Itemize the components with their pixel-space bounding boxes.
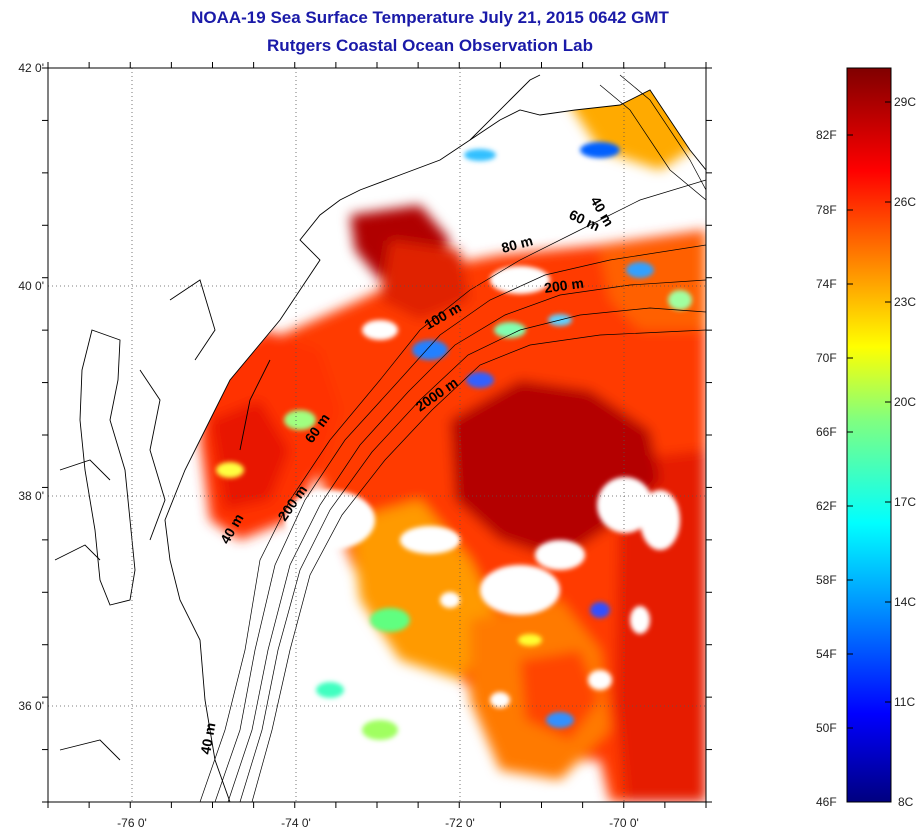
colorbar-c-label: 17C (894, 495, 917, 509)
colorbar-f-label: 66F (816, 425, 837, 439)
isobath-label: 80 m (500, 232, 535, 256)
colorbar-f-label: 46F (816, 795, 837, 809)
colorbar-c-label: 20C (894, 395, 917, 409)
graticule (48, 68, 706, 802)
colorbar-c-label: 14C (894, 595, 917, 609)
lat-label: 36 0' (18, 699, 44, 713)
colorbar-f-label: 62F (816, 499, 837, 513)
colorbar-c-label: 8C (898, 795, 914, 809)
colorbar-f-label: 70F (816, 351, 837, 365)
lat-label: 40 0' (18, 279, 44, 293)
colorbar-c-label: 29C (894, 95, 917, 109)
colorbar-f-label: 54F (816, 647, 837, 661)
land-mass (48, 68, 706, 802)
lon-label: -72 0' (445, 816, 475, 830)
colorbar-c-label: 26C (894, 195, 917, 209)
isobath-label: 200 m (543, 275, 585, 296)
lat-label: 38 0' (18, 489, 44, 503)
colorbar-f-label: 58F (816, 573, 837, 587)
axis-ticks (42, 62, 712, 808)
colorbar-f-label: 82F (816, 128, 837, 142)
lon-label: -70 0' (609, 816, 639, 830)
colorbar-f-label: 74F (816, 277, 837, 291)
isobaths (199, 74, 706, 802)
colorbar-c-label: 11C (894, 695, 916, 709)
sst-field (52, 70, 706, 802)
lat-label: 42 0' (18, 61, 44, 75)
colorbar-ticks (847, 101, 891, 803)
colorbar-c-label: 23C (894, 295, 917, 309)
colorbar-f-label: 78F (816, 203, 837, 217)
coastline (54, 74, 706, 802)
lon-label: -74 0' (281, 816, 311, 830)
colorbar-f-label: 50F (816, 721, 837, 735)
map-subtitle: Rutgers Coastal Ocean Observation Lab (267, 36, 593, 55)
colorbar (846, 67, 892, 803)
isobath-label: 40 m (197, 721, 218, 755)
map-title: NOAA-19 Sea Surface Temperature July 21,… (191, 8, 669, 27)
lon-label: -76 0' (117, 816, 147, 830)
